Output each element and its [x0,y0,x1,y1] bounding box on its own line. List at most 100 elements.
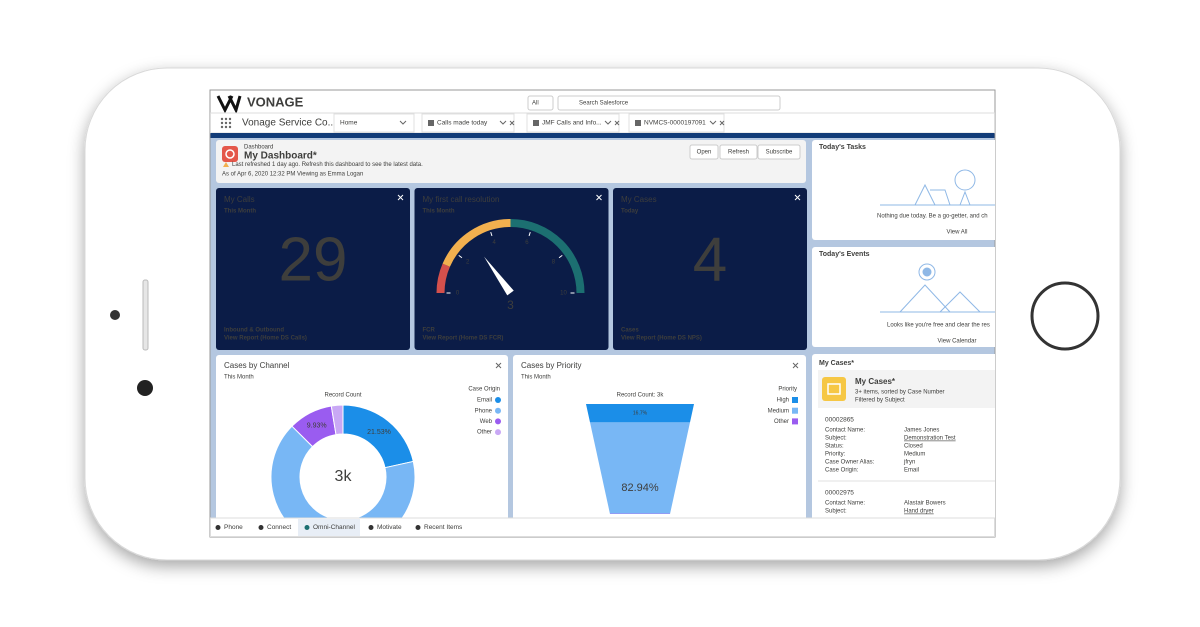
tab-close[interactable] [719,120,725,126]
utility-bar [210,517,995,537]
case-number[interactable]: 00002865 [825,417,854,424]
phone-sensor [110,310,120,320]
legend-title: Priority [778,387,797,393]
field-value: jfryn [903,460,915,466]
metric-card [216,188,410,350]
field-label: Subject: [825,436,847,442]
gauge-tick [528,231,531,237]
field-label: Subject: [825,509,847,515]
expand-icon[interactable] [596,194,602,201]
metric-footer: FCR [423,328,436,334]
gauge-band [436,263,450,294]
cases-icon [822,377,846,401]
field-value[interactable]: Hand dryer [904,509,934,515]
field-value[interactable]: Demonstration Test [904,436,956,442]
dashboard-title: My Dashboard* [244,151,317,162]
utility-icon[interactable] [258,525,264,530]
tab-label: JMF Calls and Info... [542,120,602,127]
expand-icon[interactable] [792,362,799,369]
gauge-tick [490,231,493,237]
axis-label: Record Count: 3k [617,393,665,399]
search-box[interactable] [557,95,781,111]
events-message: Looks like you're free and clear the res [887,323,990,329]
utility-label[interactable]: Phone [224,524,243,531]
utility-icon[interactable] [215,525,221,530]
metric-title: My Calls [224,195,255,204]
utility-label[interactable]: Recent Items [424,524,463,531]
tab-label: NVMCS-0000197091 [644,120,706,127]
search-scope[interactable] [527,95,554,111]
tab-label: Calls made today [437,120,488,127]
metric-link[interactable]: View Report (Home DS Calls) [224,336,307,342]
tab[interactable] [628,113,725,133]
metric-link[interactable]: View Report (Home DS NPS) [621,336,702,342]
utility-icon[interactable] [415,525,421,530]
legend-label: Medium [768,408,789,414]
expand-icon[interactable] [794,194,801,201]
tab-label: Home [340,120,358,127]
app-name: Vonage Service Co... [242,118,336,129]
cases-title: My Cases* [855,377,896,386]
legend-label: High [777,398,789,404]
funnel-segment [590,422,690,514]
gauge-tick-label: 0 [456,291,460,297]
dashboard-label: Dashboard [244,145,273,151]
expand-icon[interactable] [495,362,502,369]
field-value: Email [904,468,919,474]
tab[interactable] [421,113,515,133]
utility-label[interactable]: Omni-Channel [313,524,355,531]
active-utility [298,519,360,536]
dashboard-icon-glyph [225,149,235,159]
metric-title: My Cases [621,195,657,204]
home-button[interactable] [1030,281,1100,351]
button-label: Subscribe [766,150,793,156]
legend-label: Email [477,398,492,404]
events-card [812,247,995,347]
phone-speaker [142,279,149,351]
utility-icon[interactable] [304,525,310,530]
button[interactable] [689,144,719,160]
cases-summary-box [818,370,995,408]
legend-label: Phone [475,408,493,414]
utility-label[interactable]: Motivate [377,524,402,531]
tab-close[interactable] [614,120,620,126]
tasks-link[interactable]: View All [947,230,968,236]
gauge-tick [458,254,463,259]
tab[interactable] [333,113,415,133]
dashboard-notice: Last refreshed 1 day ago. Refresh this d… [232,162,423,168]
tasks-card [812,140,995,240]
dashboard-header [216,140,806,183]
metric-period: This Month [423,209,455,215]
dashboard-icon [222,146,238,162]
tab[interactable] [526,113,620,133]
funnel-segment [586,404,694,423]
metric-footer: Cases [621,328,639,334]
field-value: Medium [904,452,925,458]
button[interactable] [757,144,801,160]
chart-title: Cases by Channel [224,361,290,370]
dashboard-content: Today's Tasks Nothing due today. Be a go… [216,140,995,518]
events-link[interactable]: View Calendar [938,339,977,345]
donut-label: 21.53% [367,429,391,436]
button[interactable] [719,144,758,160]
dashboard-as-of: As of Apr 6, 2020 12:32 PM Viewing as Em… [222,172,363,178]
donut-slice [330,404,344,436]
tab-close[interactable] [509,120,515,126]
metric-link[interactable]: View Report (Home DS FCR) [423,336,504,342]
gauge-tick-label: 2 [466,259,470,265]
case-number[interactable]: 00002975 [825,490,854,497]
field-value: Alastair Bowers [904,501,946,507]
expand-icon[interactable] [397,194,404,201]
utility-label[interactable]: Connect [267,524,291,531]
utility-icon[interactable] [368,525,374,530]
legend-swatch [792,418,798,425]
legend-swatch [495,429,501,436]
gauge-tick-label: 10 [560,291,567,297]
events-illustration [880,263,995,313]
events-title: Today's Events [819,251,870,258]
gauge-band [442,219,511,267]
legend-label: Web [480,419,493,425]
gauge-value: 3 [507,298,514,312]
app-launcher[interactable] [220,117,232,129]
